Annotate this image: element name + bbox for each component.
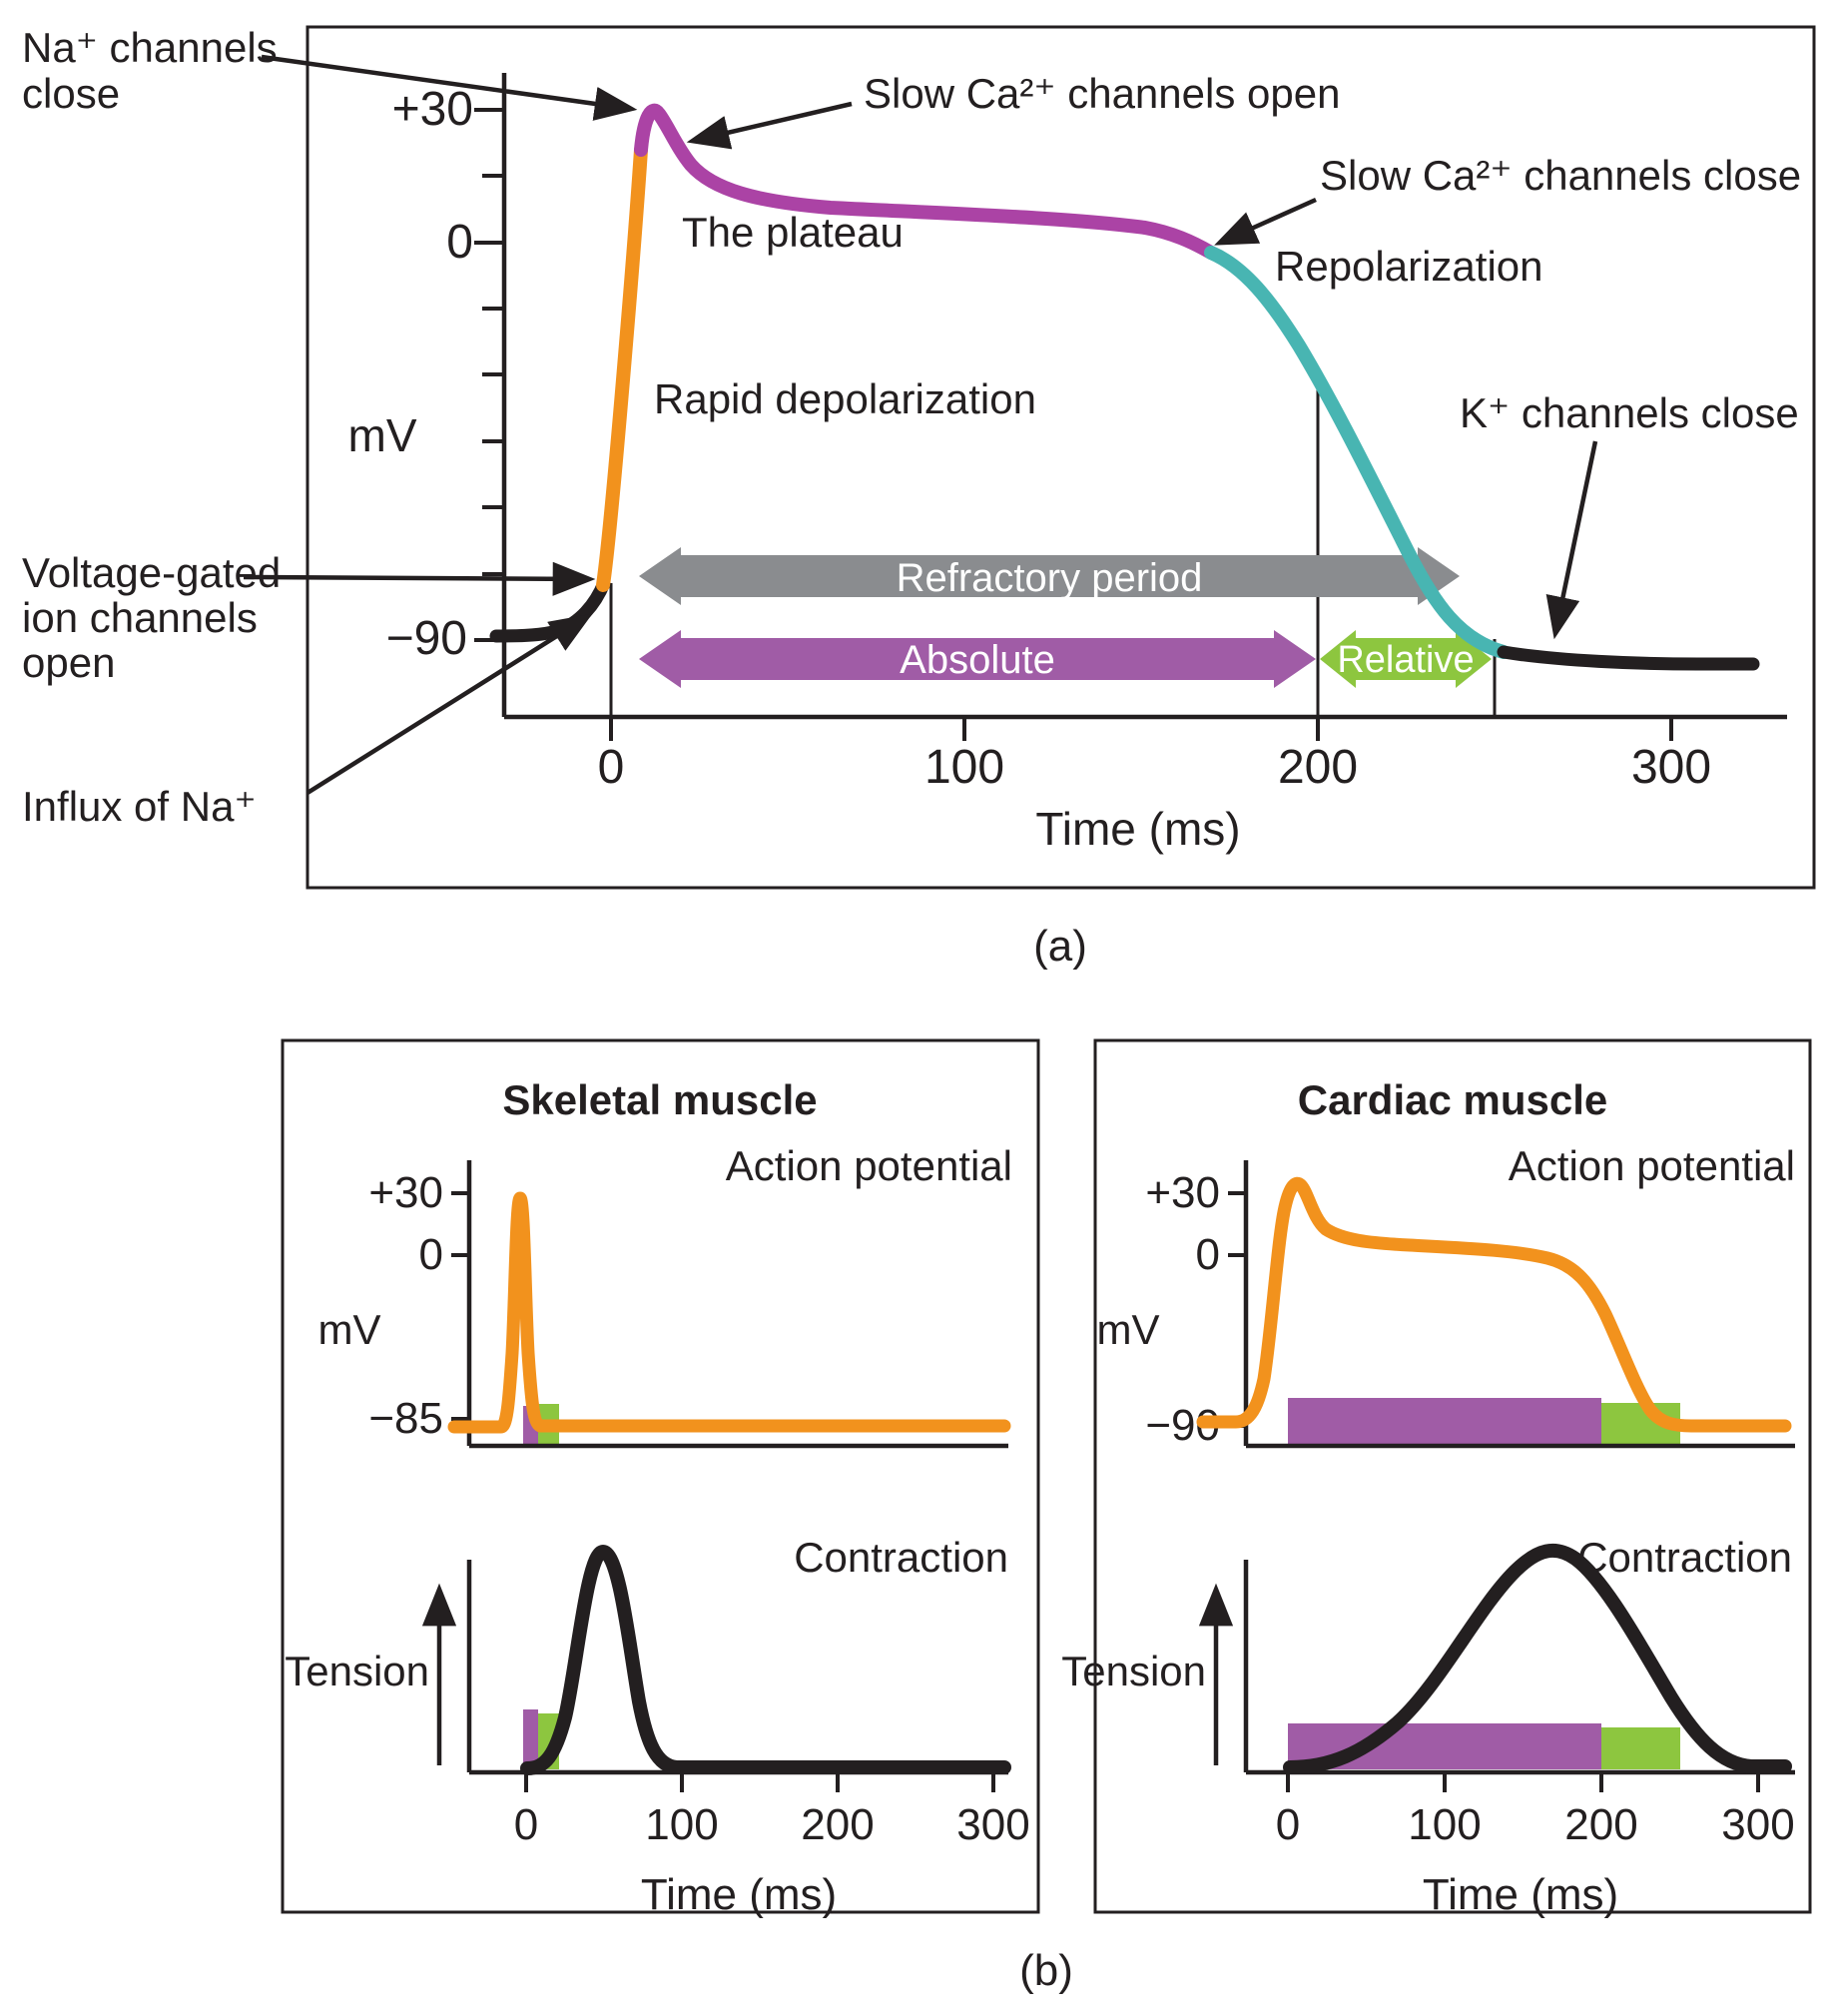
- skeletal-tension-label: Tension: [285, 1648, 429, 1694]
- k-close-arrow: [1545, 440, 1598, 640]
- cardiac-ap-absolute-bar: [1288, 1398, 1601, 1444]
- cardiac-ytick-0: 0: [1196, 1230, 1220, 1279]
- cardiac-xtick-0: 0: [1276, 1800, 1300, 1849]
- cardiac-tension-label: Tension: [1061, 1648, 1206, 1694]
- panel-a-ytick-minus90: −90: [386, 612, 467, 665]
- panel-a-x-ticks: [609, 717, 1673, 741]
- panel-a-xtick-300: 300: [1631, 741, 1711, 794]
- cardiac-contraction-curve: [1283, 1544, 1792, 1774]
- relative-refractory-arrow: [1320, 630, 1492, 688]
- repolarization-curve: [1204, 246, 1511, 659]
- panel-a-mv-label: mV: [348, 409, 417, 461]
- ca-open-label: Slow Ca²⁺ channels open: [864, 70, 1340, 117]
- na-close-arrow: [261, 54, 638, 121]
- skeletal-ytick-0: 0: [419, 1230, 443, 1279]
- panel-b-cardiac: Cardiac muscle +30 0 −90 mV Action poten…: [1061, 1038, 1812, 1919]
- panel-a-caption: (a): [1033, 922, 1087, 971]
- ca-open-arrow: [686, 101, 853, 150]
- panel-a-ytick-plus30: +30: [392, 83, 473, 136]
- skeletal-ap-y-ticks: [451, 1191, 469, 1421]
- resting-potential-curve-left: [489, 576, 611, 643]
- panel-b-caption: (b): [1019, 1946, 1073, 1995]
- panel-b-skeletal: Skeletal muscle +30 0 −85 mV Action pote…: [281, 1038, 1040, 1919]
- voltage-gated-arrow: [243, 561, 596, 596]
- influx-na-label: Influx of Na⁺: [22, 783, 257, 830]
- panel-a-xtick-0: 0: [598, 741, 625, 794]
- skeletal-mv-label: mV: [318, 1306, 381, 1353]
- influx-na-arrow: [306, 613, 593, 795]
- ca-close-label: Slow Ca²⁺ channels close: [1320, 152, 1801, 199]
- plateau-label: The plateau: [682, 209, 904, 256]
- na-close-label-line2: close: [22, 70, 120, 117]
- skeletal-time-label: Time (ms): [641, 1870, 837, 1919]
- relative-label: Relative: [1337, 639, 1474, 681]
- skeletal-ytick-plus30: +30: [368, 1168, 443, 1217]
- cardiac-ap-y-ticks: [1228, 1191, 1246, 1428]
- skeletal-ap-curve: [447, 1191, 1011, 1434]
- cardiac-ytick-plus30: +30: [1145, 1168, 1220, 1217]
- panel-a-y-ticks-minor: [482, 174, 504, 576]
- panel-a-ytick-0: 0: [446, 216, 473, 269]
- cardiac-time-label: Time (ms): [1423, 1870, 1618, 1919]
- skeletal-ytick-rest: −85: [368, 1394, 443, 1443]
- rapid-depolarization-curve: [596, 143, 648, 592]
- cardiac-xtick-100: 100: [1408, 1800, 1481, 1849]
- cardiac-xtick-300: 300: [1721, 1800, 1794, 1849]
- cardiac-contraction-relative-bar: [1601, 1727, 1680, 1769]
- skeletal-xtick-0: 0: [514, 1800, 538, 1849]
- panel-a-xtick-200: 200: [1278, 741, 1358, 794]
- skeletal-xtick-100: 100: [645, 1800, 718, 1849]
- skeletal-contraction-absolute-bar: [523, 1709, 538, 1769]
- k-close-label: K⁺ channels close: [1460, 389, 1799, 436]
- na-close-label-line1: Na⁺ channels: [22, 24, 278, 71]
- cardiac-mv-label: mV: [1097, 1306, 1160, 1353]
- refractory-period-arrow: [639, 547, 1460, 605]
- skeletal-panel-border: [281, 1038, 1040, 1914]
- panel-a: Refractory period Absolute Relative Na⁺ …: [22, 24, 1816, 971]
- panel-a-time-label: Time (ms): [1035, 803, 1240, 855]
- voltage-gated-label-line3: open: [22, 639, 115, 686]
- skeletal-xtick-200: 200: [801, 1800, 874, 1849]
- voltage-gated-label-line2: ion channels: [22, 594, 258, 641]
- cardiac-contraction-label: Contraction: [1577, 1534, 1792, 1581]
- skeletal-x-ticks: [524, 1772, 995, 1792]
- cardiac-ap-label: Action potential: [1509, 1142, 1795, 1189]
- absolute-refractory-arrow: [639, 630, 1316, 688]
- cardiac-panel-border: [1093, 1038, 1812, 1914]
- resting-potential-curve-right: [1497, 645, 1760, 671]
- skeletal-xtick-300: 300: [956, 1800, 1029, 1849]
- cardiac-x-ticks: [1286, 1772, 1760, 1792]
- repolarization-label: Repolarization: [1275, 243, 1543, 290]
- skeletal-contraction-label: Contraction: [794, 1534, 1008, 1581]
- ca-close-arrow: [1214, 197, 1317, 246]
- cardiac-ap-curve: [1196, 1176, 1792, 1433]
- skeletal-contraction-curve: [520, 1544, 1011, 1775]
- voltage-gated-label-line1: Voltage-gated: [22, 549, 281, 596]
- cardiac-title: Cardiac muscle: [1298, 1076, 1608, 1123]
- skeletal-title: Skeletal muscle: [502, 1076, 817, 1123]
- absolute-label: Absolute: [900, 638, 1055, 682]
- cardiac-xtick-200: 200: [1564, 1800, 1637, 1849]
- refractory-period-label: Refractory period: [897, 556, 1203, 600]
- panel-a-xtick-100: 100: [924, 741, 1004, 794]
- plateau-curve: [634, 103, 1218, 260]
- skeletal-ap-label: Action potential: [726, 1142, 1012, 1189]
- rapid-depolarization-label: Rapid depolarization: [654, 375, 1036, 422]
- panel-a-border: [306, 25, 1816, 890]
